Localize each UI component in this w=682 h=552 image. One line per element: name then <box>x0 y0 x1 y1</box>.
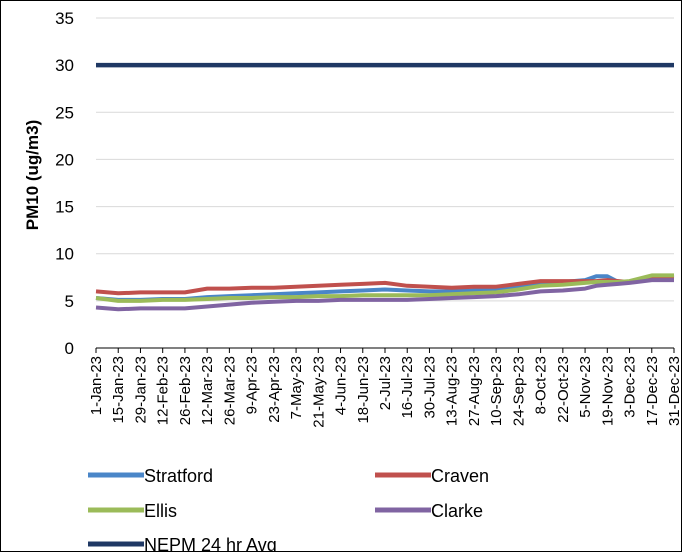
x-tick-label: 26-Feb-23 <box>177 356 194 425</box>
x-tick-label: 21-May-23 <box>310 356 327 428</box>
y-tick-label: 35 <box>55 9 74 28</box>
x-tick-label: 29-Jan-23 <box>132 356 149 424</box>
gridlines <box>96 17 674 302</box>
x-tick-label: 12-Feb-23 <box>155 356 172 425</box>
series-lines <box>95 62 675 312</box>
x-tick-label: 18-Jun-23 <box>355 356 372 424</box>
x-tick-label: 26-Mar-23 <box>221 356 238 425</box>
y-tick-label: 20 <box>55 150 74 169</box>
x-tick-label: 27-Aug-23 <box>466 356 483 426</box>
x-tick-label: 19-Nov-23 <box>599 356 616 426</box>
y-tick-label: 0 <box>65 339 74 358</box>
x-tick-label: 4-Jun-23 <box>333 356 350 415</box>
legend-label-nepm-24-hr-avg: NEPM 24 hr Avg <box>144 535 277 552</box>
x-tick-label: 24-Sep-23 <box>510 356 527 426</box>
x-tick-label: 2-Jul-23 <box>377 356 394 410</box>
x-tick-label: 5-Nov-23 <box>577 356 594 418</box>
y-tick-label: 15 <box>55 198 74 217</box>
legend-label-ellis: Ellis <box>144 501 177 521</box>
series-line-ellis <box>95 273 674 303</box>
legend: Stratford Craven Ellis Clarke NEPM 24 hr Avg <box>88 466 489 552</box>
x-tick-label: 30-Jul-23 <box>421 356 438 419</box>
x-tick-label: 17-Dec-23 <box>644 356 661 426</box>
legend-label-clarke: Clarke <box>431 501 483 521</box>
series-line-clarke <box>95 278 674 312</box>
x-tick-label: 10-Sep-23 <box>488 356 505 426</box>
x-tick-label: 31-Dec-23 <box>666 356 682 426</box>
x-axis-ticks: 1-Jan-23 15-Jan-23 29-Jan-23 12-Feb-23 26-Fe… <box>88 347 682 428</box>
y-tick-label: 5 <box>65 292 74 311</box>
x-tick-label: 7-May-23 <box>288 356 305 419</box>
y-tick-label: 30 <box>55 56 74 75</box>
x-tick-label: 12-Mar-23 <box>199 356 216 425</box>
y-tick-label: 25 <box>55 103 74 122</box>
y-tick-label: 10 <box>55 245 74 264</box>
x-tick-label: 13-Aug-23 <box>444 356 461 426</box>
y-axis-ticks: 0 5 10 15 20 25 30 35 <box>55 9 74 358</box>
legend-label-craven: Craven <box>431 466 489 486</box>
x-tick-label: 16-Jul-23 <box>399 356 416 419</box>
x-tick-label: 23-Apr-23 <box>266 356 283 423</box>
x-tick-label: 15-Jan-23 <box>110 356 127 424</box>
x-tick-label: 3-Dec-23 <box>622 356 639 418</box>
x-tick-label: 8-Oct-23 <box>533 356 550 414</box>
x-tick-label: 22-Oct-23 <box>555 356 572 423</box>
x-tick-label: 1-Jan-23 <box>88 356 105 415</box>
x-tick-label: 9-Apr-23 <box>244 356 261 414</box>
y-axis-label: PM10 (ug/m3) <box>23 120 42 231</box>
legend-label-stratford: Stratford <box>144 466 213 486</box>
